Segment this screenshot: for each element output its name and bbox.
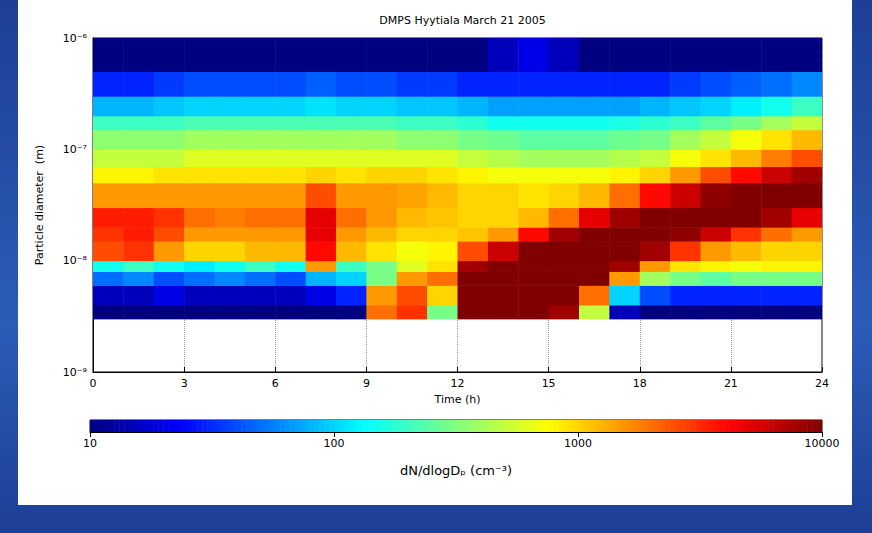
svg-text:dN/dlogDₚ (cm⁻³): dN/dlogDₚ (cm⁻³) — [400, 463, 512, 478]
svg-text:21: 21 — [724, 377, 738, 390]
svg-text:6: 6 — [272, 377, 279, 390]
svg-text:10: 10 — [83, 437, 97, 450]
svg-text:10⁻⁹: 10⁻⁹ — [63, 366, 87, 379]
svg-text:Time (h): Time (h) — [434, 393, 481, 406]
svg-text:DMPS Hyytiala March 21 2005: DMPS Hyytiala March 21 2005 — [379, 14, 545, 27]
svg-text:12: 12 — [451, 377, 465, 390]
svg-text:10⁻⁷: 10⁻⁷ — [63, 143, 87, 156]
svg-text:3: 3 — [181, 377, 188, 390]
svg-text:0: 0 — [90, 377, 97, 390]
svg-text:100: 100 — [324, 437, 345, 450]
svg-text:15: 15 — [542, 377, 556, 390]
svg-text:18: 18 — [633, 377, 647, 390]
svg-text:24: 24 — [815, 377, 829, 390]
svg-text:9: 9 — [363, 377, 370, 390]
svg-text:10⁻⁶: 10⁻⁶ — [63, 32, 88, 45]
svg-text:Particle diameter (m): Particle diameter (m) — [33, 145, 46, 265]
svg-text:10⁻⁸: 10⁻⁸ — [63, 254, 88, 267]
svg-text:10000: 10000 — [805, 437, 840, 450]
svg-text:1000: 1000 — [564, 437, 592, 450]
